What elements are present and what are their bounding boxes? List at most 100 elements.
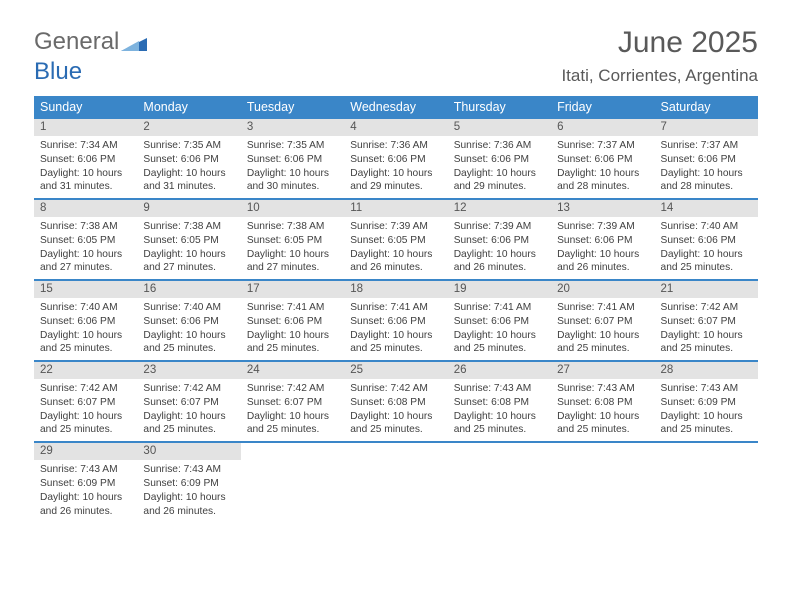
day-sunrise: Sunrise: 7:42 AM	[40, 382, 131, 396]
day-daylight1: Daylight: 10 hours	[247, 248, 338, 262]
day-daylight1: Daylight: 10 hours	[350, 329, 441, 343]
day-sunrise: Sunrise: 7:41 AM	[247, 301, 338, 315]
day-number: 15	[34, 281, 137, 298]
day-cell	[655, 443, 758, 522]
weeks-container: 1Sunrise: 7:34 AMSunset: 6:06 PMDaylight…	[34, 119, 758, 522]
day-daylight1: Daylight: 10 hours	[247, 329, 338, 343]
day-body: Sunrise: 7:43 AMSunset: 6:09 PMDaylight:…	[34, 460, 137, 522]
day-cell: 21Sunrise: 7:42 AMSunset: 6:07 PMDayligh…	[655, 281, 758, 360]
day-daylight1: Daylight: 10 hours	[143, 329, 234, 343]
calendar: SundayMondayTuesdayWednesdayThursdayFrid…	[34, 96, 758, 522]
day-daylight2: and 25 minutes.	[557, 342, 648, 356]
day-number: 19	[448, 281, 551, 298]
weekday-header: Saturday	[655, 96, 758, 119]
day-daylight1: Daylight: 10 hours	[350, 410, 441, 424]
day-cell: 8Sunrise: 7:38 AMSunset: 6:05 PMDaylight…	[34, 200, 137, 279]
day-daylight2: and 31 minutes.	[143, 180, 234, 194]
day-cell: 4Sunrise: 7:36 AMSunset: 6:06 PMDaylight…	[344, 119, 447, 198]
day-daylight2: and 25 minutes.	[40, 342, 131, 356]
day-sunrise: Sunrise: 7:42 AM	[350, 382, 441, 396]
day-sunrise: Sunrise: 7:43 AM	[557, 382, 648, 396]
day-cell: 30Sunrise: 7:43 AMSunset: 6:09 PMDayligh…	[137, 443, 240, 522]
day-sunrise: Sunrise: 7:42 AM	[143, 382, 234, 396]
day-number: 7	[655, 119, 758, 136]
day-sunset: Sunset: 6:06 PM	[247, 315, 338, 329]
day-daylight1: Daylight: 10 hours	[661, 410, 752, 424]
day-daylight2: and 25 minutes.	[454, 342, 545, 356]
day-daylight2: and 26 minutes.	[454, 261, 545, 275]
day-daylight2: and 25 minutes.	[143, 423, 234, 437]
day-sunrise: Sunrise: 7:40 AM	[143, 301, 234, 315]
week-row: 29Sunrise: 7:43 AMSunset: 6:09 PMDayligh…	[34, 443, 758, 522]
day-sunrise: Sunrise: 7:39 AM	[557, 220, 648, 234]
day-daylight2: and 26 minutes.	[350, 261, 441, 275]
week-row: 15Sunrise: 7:40 AMSunset: 6:06 PMDayligh…	[34, 281, 758, 362]
day-number: 3	[241, 119, 344, 136]
day-body: Sunrise: 7:42 AMSunset: 6:07 PMDaylight:…	[655, 298, 758, 360]
day-daylight2: and 30 minutes.	[247, 180, 338, 194]
day-body: Sunrise: 7:40 AMSunset: 6:06 PMDaylight:…	[34, 298, 137, 360]
day-sunset: Sunset: 6:06 PM	[454, 234, 545, 248]
day-sunset: Sunset: 6:07 PM	[40, 396, 131, 410]
day-sunset: Sunset: 6:06 PM	[40, 315, 131, 329]
day-sunrise: Sunrise: 7:40 AM	[40, 301, 131, 315]
day-daylight1: Daylight: 10 hours	[454, 410, 545, 424]
day-daylight1: Daylight: 10 hours	[557, 248, 648, 262]
day-sunset: Sunset: 6:08 PM	[557, 396, 648, 410]
day-daylight1: Daylight: 10 hours	[143, 491, 234, 505]
day-cell: 7Sunrise: 7:37 AMSunset: 6:06 PMDaylight…	[655, 119, 758, 198]
weekday-header: Monday	[137, 96, 240, 119]
day-number: 20	[551, 281, 654, 298]
day-number: 21	[655, 281, 758, 298]
day-sunset: Sunset: 6:06 PM	[247, 153, 338, 167]
day-daylight1: Daylight: 10 hours	[661, 167, 752, 181]
day-sunrise: Sunrise: 7:41 AM	[454, 301, 545, 315]
day-cell: 13Sunrise: 7:39 AMSunset: 6:06 PMDayligh…	[551, 200, 654, 279]
day-sunrise: Sunrise: 7:39 AM	[454, 220, 545, 234]
day-daylight2: and 25 minutes.	[350, 423, 441, 437]
day-sunrise: Sunrise: 7:36 AM	[454, 139, 545, 153]
day-sunset: Sunset: 6:05 PM	[40, 234, 131, 248]
day-cell	[448, 443, 551, 522]
day-sunset: Sunset: 6:06 PM	[557, 234, 648, 248]
day-daylight2: and 31 minutes.	[40, 180, 131, 194]
day-body: Sunrise: 7:43 AMSunset: 6:08 PMDaylight:…	[551, 379, 654, 441]
day-daylight1: Daylight: 10 hours	[40, 329, 131, 343]
day-body: Sunrise: 7:42 AMSunset: 6:08 PMDaylight:…	[344, 379, 447, 441]
day-sunset: Sunset: 6:07 PM	[143, 396, 234, 410]
day-sunset: Sunset: 6:06 PM	[454, 315, 545, 329]
day-number: 23	[137, 362, 240, 379]
day-cell: 29Sunrise: 7:43 AMSunset: 6:09 PMDayligh…	[34, 443, 137, 522]
day-sunrise: Sunrise: 7:39 AM	[350, 220, 441, 234]
day-sunrise: Sunrise: 7:43 AM	[454, 382, 545, 396]
day-number: 8	[34, 200, 137, 217]
day-daylight1: Daylight: 10 hours	[143, 167, 234, 181]
day-daylight1: Daylight: 10 hours	[557, 410, 648, 424]
day-number: 10	[241, 200, 344, 217]
day-cell: 19Sunrise: 7:41 AMSunset: 6:06 PMDayligh…	[448, 281, 551, 360]
day-cell: 6Sunrise: 7:37 AMSunset: 6:06 PMDaylight…	[551, 119, 654, 198]
day-daylight2: and 28 minutes.	[661, 180, 752, 194]
weekday-header: Friday	[551, 96, 654, 119]
day-cell: 12Sunrise: 7:39 AMSunset: 6:06 PMDayligh…	[448, 200, 551, 279]
day-sunset: Sunset: 6:08 PM	[350, 396, 441, 410]
day-daylight1: Daylight: 10 hours	[454, 167, 545, 181]
day-sunset: Sunset: 6:06 PM	[40, 153, 131, 167]
day-body: Sunrise: 7:34 AMSunset: 6:06 PMDaylight:…	[34, 136, 137, 198]
day-sunset: Sunset: 6:05 PM	[247, 234, 338, 248]
day-cell: 1Sunrise: 7:34 AMSunset: 6:06 PMDaylight…	[34, 119, 137, 198]
logo-text-general: General	[34, 28, 119, 55]
day-body: Sunrise: 7:42 AMSunset: 6:07 PMDaylight:…	[34, 379, 137, 441]
day-daylight1: Daylight: 10 hours	[350, 167, 441, 181]
logo-triangle-icon	[121, 30, 147, 58]
day-cell: 23Sunrise: 7:42 AMSunset: 6:07 PMDayligh…	[137, 362, 240, 441]
day-daylight2: and 25 minutes.	[661, 261, 752, 275]
day-sunset: Sunset: 6:05 PM	[143, 234, 234, 248]
day-sunset: Sunset: 6:06 PM	[557, 153, 648, 167]
day-body: Sunrise: 7:38 AMSunset: 6:05 PMDaylight:…	[137, 217, 240, 279]
week-row: 22Sunrise: 7:42 AMSunset: 6:07 PMDayligh…	[34, 362, 758, 443]
day-body: Sunrise: 7:36 AMSunset: 6:06 PMDaylight:…	[344, 136, 447, 198]
day-daylight1: Daylight: 10 hours	[40, 167, 131, 181]
day-number: 27	[551, 362, 654, 379]
day-body: Sunrise: 7:35 AMSunset: 6:06 PMDaylight:…	[137, 136, 240, 198]
